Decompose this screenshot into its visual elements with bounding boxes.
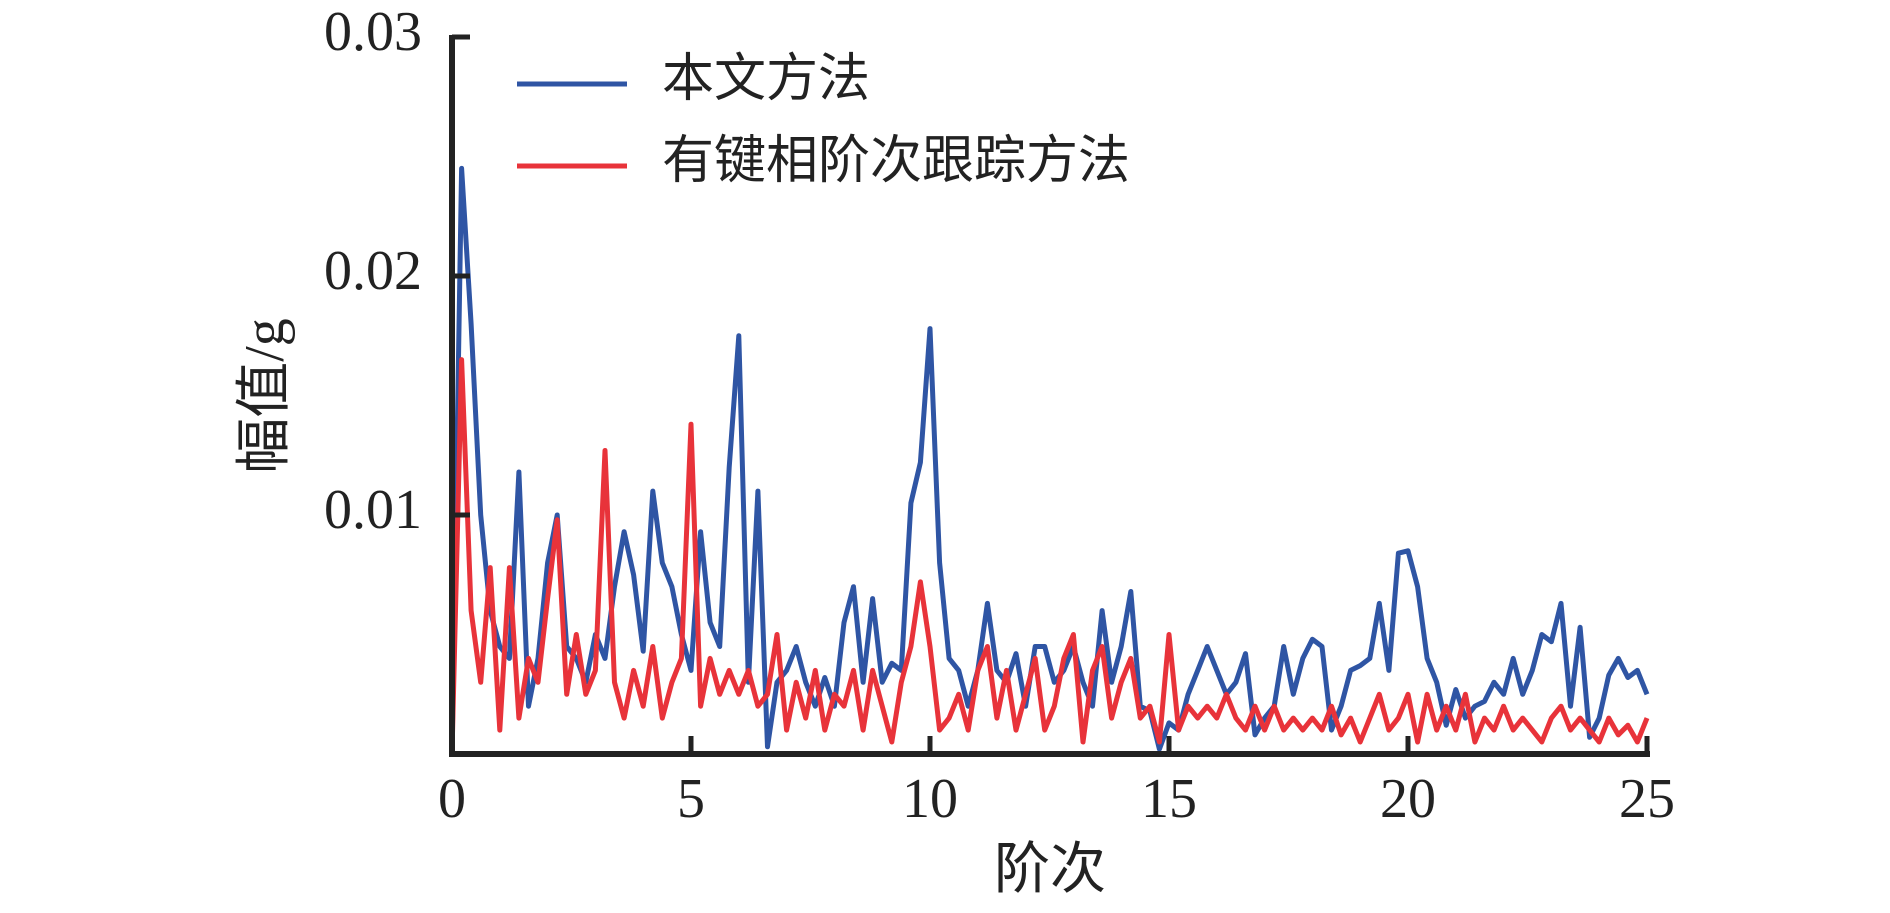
x-tick-label: 10 bbox=[902, 768, 958, 830]
x-axis-label: 阶次 bbox=[994, 839, 1106, 901]
x-tick-label: 0 bbox=[438, 768, 466, 830]
y-tick-label: 0.03 bbox=[324, 1, 422, 63]
x-tick-label: 20 bbox=[1380, 768, 1436, 830]
y-tick-label: 0.01 bbox=[324, 479, 422, 541]
x-tick-label: 15 bbox=[1141, 768, 1197, 830]
y-axis-label: 幅值/g bbox=[234, 318, 296, 474]
x-tick-label: 25 bbox=[1619, 768, 1675, 830]
legend-label: 本文方法 bbox=[662, 51, 870, 108]
x-tick-label: 5 bbox=[677, 768, 705, 830]
legend-label: 有键相阶次跟踪方法 bbox=[662, 133, 1130, 190]
data-line bbox=[449, 165, 1650, 755]
y-tick-label: 0.02 bbox=[324, 240, 422, 302]
data-line bbox=[449, 357, 1650, 755]
